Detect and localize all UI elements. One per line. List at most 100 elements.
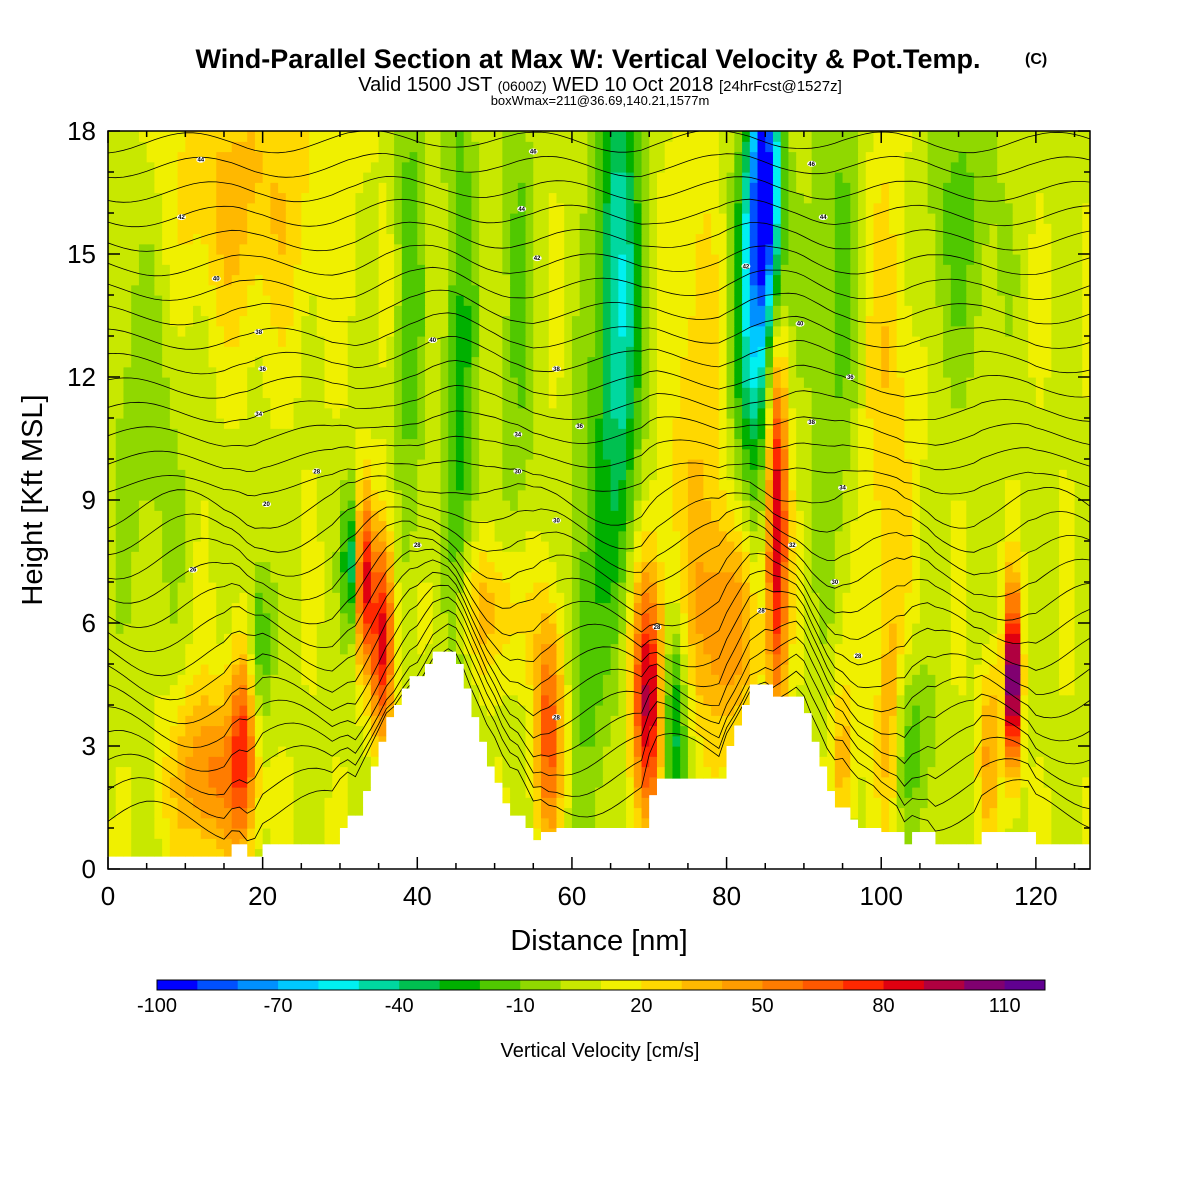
velocity-cell [162, 674, 171, 686]
velocity-cell [146, 735, 155, 747]
velocity-cell [1012, 623, 1022, 634]
velocity-cell [680, 469, 689, 481]
velocity-cell [1082, 674, 1090, 686]
velocity-cell [943, 561, 952, 573]
velocity-cell [370, 643, 380, 655]
velocity-cell [231, 489, 241, 501]
velocity-cell [177, 612, 186, 624]
velocity-cell [1059, 807, 1068, 819]
velocity-cell [162, 694, 171, 706]
velocity-cell [757, 510, 766, 522]
velocity-cell [146, 602, 155, 614]
velocity-cell [108, 746, 117, 757]
velocity-cell [664, 725, 674, 737]
velocity-cell [510, 787, 519, 798]
velocity-cell [517, 500, 527, 511]
velocity-cell [943, 838, 952, 850]
velocity-cell [912, 797, 921, 809]
velocity-cell [827, 643, 836, 655]
velocity-cell [455, 551, 465, 563]
velocity-cell [711, 715, 720, 727]
velocity-cell [1074, 787, 1083, 798]
velocity-cell [231, 551, 241, 563]
velocity-cell [873, 520, 882, 532]
velocity-cell [270, 489, 279, 501]
velocity-cell [162, 571, 171, 583]
velocity-cell [587, 469, 596, 481]
velocity-cell [355, 530, 364, 542]
velocity-cell [131, 828, 140, 839]
velocity-cell [239, 500, 248, 511]
velocity-cell [811, 551, 820, 563]
velocity-cell [309, 664, 318, 675]
velocity-cell [626, 500, 635, 511]
velocity-cell [1059, 469, 1068, 481]
velocity-cell [285, 530, 295, 542]
velocity-cell [672, 479, 681, 491]
velocity-cell [262, 828, 271, 839]
velocity-cell [772, 500, 782, 511]
velocity-cell [1020, 510, 1029, 522]
velocity-cell [533, 828, 542, 839]
velocity-cell [950, 643, 960, 655]
velocity-cell [680, 664, 689, 675]
velocity-cell [193, 787, 202, 798]
velocity-cell [471, 520, 480, 532]
velocity-cell [742, 541, 751, 552]
velocity-cell [247, 530, 256, 542]
velocity-cell [943, 725, 952, 737]
velocity-cell [177, 489, 186, 501]
velocity-cell [363, 561, 372, 573]
velocity-cell [494, 694, 503, 706]
velocity-cell [541, 520, 550, 532]
velocity-cell [718, 684, 728, 696]
velocity-cell [216, 510, 225, 522]
velocity-cell [1020, 633, 1029, 645]
velocity-cell [687, 664, 697, 675]
velocity-cell [796, 520, 805, 532]
velocity-cell [819, 571, 828, 583]
velocity-cell [169, 664, 179, 675]
velocity-cell [162, 561, 171, 573]
velocity-cell [626, 582, 635, 593]
velocity-cell [633, 694, 643, 706]
velocity-cell [1043, 633, 1052, 645]
velocity-cell [138, 817, 148, 829]
velocity-cell [208, 725, 217, 737]
velocity-cell [587, 489, 596, 501]
velocity-cell [850, 787, 859, 798]
velocity-cell [687, 592, 697, 604]
velocity-cell [525, 520, 534, 532]
velocity-cell [425, 530, 434, 542]
velocity-cell [548, 776, 558, 788]
velocity-cell [564, 592, 573, 604]
velocity-cell [1059, 479, 1068, 491]
velocity-cell [162, 705, 171, 716]
velocity-cell [169, 828, 179, 839]
velocity-cell [711, 469, 720, 481]
velocity-cell [502, 500, 511, 511]
velocity-cell [966, 541, 975, 552]
velocity-cell [1066, 551, 1076, 563]
velocity-cell [711, 582, 720, 593]
velocity-cell [448, 551, 457, 563]
velocity-cell [1066, 489, 1076, 501]
velocity-cell [1012, 715, 1022, 727]
velocity-cell [595, 807, 604, 819]
velocity-cell [309, 561, 318, 573]
velocity-cell [200, 479, 210, 491]
velocity-cell [865, 807, 875, 819]
chart-subtitle: Valid 1500 JST (0600Z) WED 10 Oct 2018 [… [358, 74, 842, 96]
velocity-cell [332, 459, 341, 470]
velocity-cell [626, 541, 635, 552]
velocity-cell [154, 643, 163, 655]
velocity-cell [1066, 797, 1076, 809]
velocity-cell [541, 571, 550, 583]
velocity-cell [285, 735, 295, 747]
velocity-cell [332, 623, 341, 634]
velocity-cell [974, 541, 983, 552]
velocity-cell [394, 541, 403, 552]
velocity-cell [711, 735, 720, 747]
velocity-cell [370, 561, 380, 573]
velocity-cell [455, 612, 465, 624]
